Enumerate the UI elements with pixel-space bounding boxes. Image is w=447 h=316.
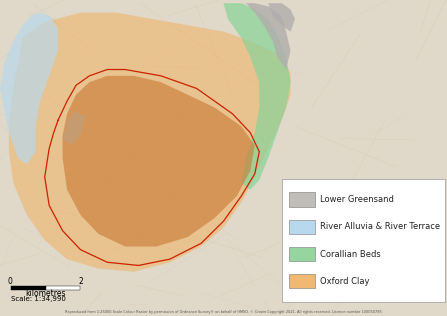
Polygon shape [0, 13, 58, 164]
Text: Oxford Clay: Oxford Clay [320, 277, 369, 286]
Polygon shape [224, 3, 291, 190]
Bar [289, 274, 315, 289]
Text: Scale: 1:34,990: Scale: 1:34,990 [11, 296, 66, 302]
Text: Corallian Beds: Corallian Beds [320, 250, 380, 258]
FancyBboxPatch shape [282, 179, 445, 302]
Polygon shape [63, 76, 255, 246]
Polygon shape [9, 13, 291, 272]
Polygon shape [268, 3, 295, 32]
Text: Lower Greensand: Lower Greensand [320, 195, 393, 204]
Bar [289, 220, 315, 234]
Bar [11, 286, 46, 290]
Text: Reproduced from 1:25000 Scale Colour Raster by permission of Ordnance Survey® on: Reproduced from 1:25000 Scale Colour Ras… [65, 311, 382, 314]
Text: 2: 2 [79, 277, 84, 286]
Bar [289, 192, 315, 207]
Text: River Alluvia & River Terrace: River Alluvia & River Terrace [320, 222, 440, 231]
Text: 0: 0 [8, 277, 13, 286]
Text: kilometres: kilometres [25, 289, 66, 298]
Polygon shape [63, 111, 85, 145]
Bar [289, 247, 315, 261]
Polygon shape [246, 3, 291, 70]
Bar [46, 286, 80, 290]
